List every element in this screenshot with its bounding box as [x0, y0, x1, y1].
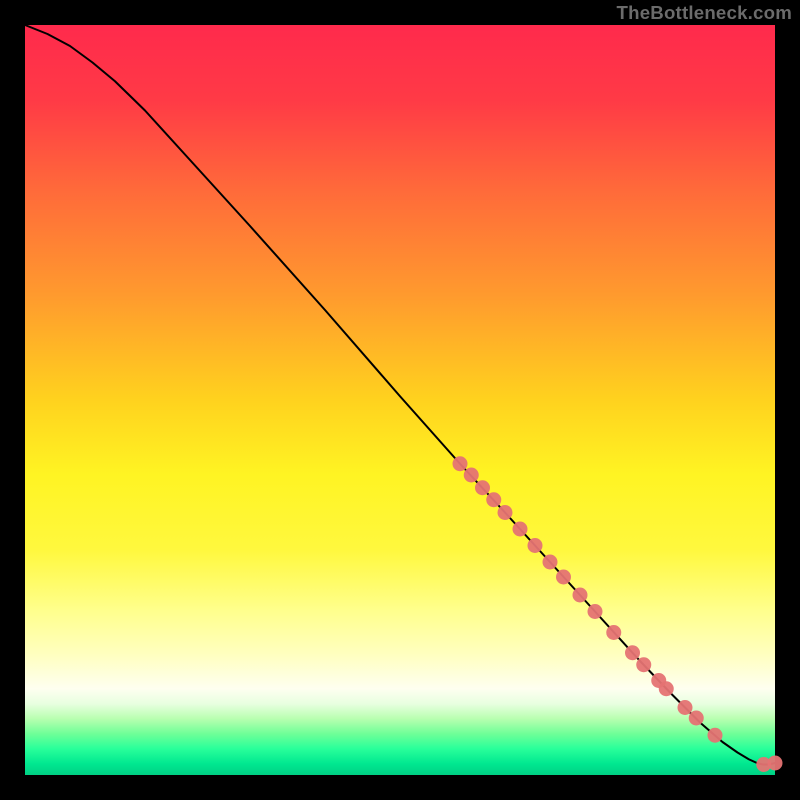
marker [475, 480, 490, 495]
marker [486, 492, 501, 507]
marker [543, 555, 558, 570]
plot-background [25, 25, 775, 775]
marker [498, 505, 513, 520]
marker [659, 681, 674, 696]
marker [606, 625, 621, 640]
marker [708, 728, 723, 743]
marker [513, 522, 528, 537]
attribution-text: TheBottleneck.com [617, 2, 793, 24]
marker [464, 468, 479, 483]
marker [689, 711, 704, 726]
marker [625, 645, 640, 660]
marker [528, 538, 543, 553]
marker [636, 657, 651, 672]
chart-root: TheBottleneck.com [0, 0, 800, 800]
marker [453, 456, 468, 471]
marker [678, 700, 693, 715]
marker [573, 588, 588, 603]
marker [556, 570, 571, 585]
marker [768, 756, 783, 771]
chart-svg [0, 0, 800, 800]
marker [588, 604, 603, 619]
